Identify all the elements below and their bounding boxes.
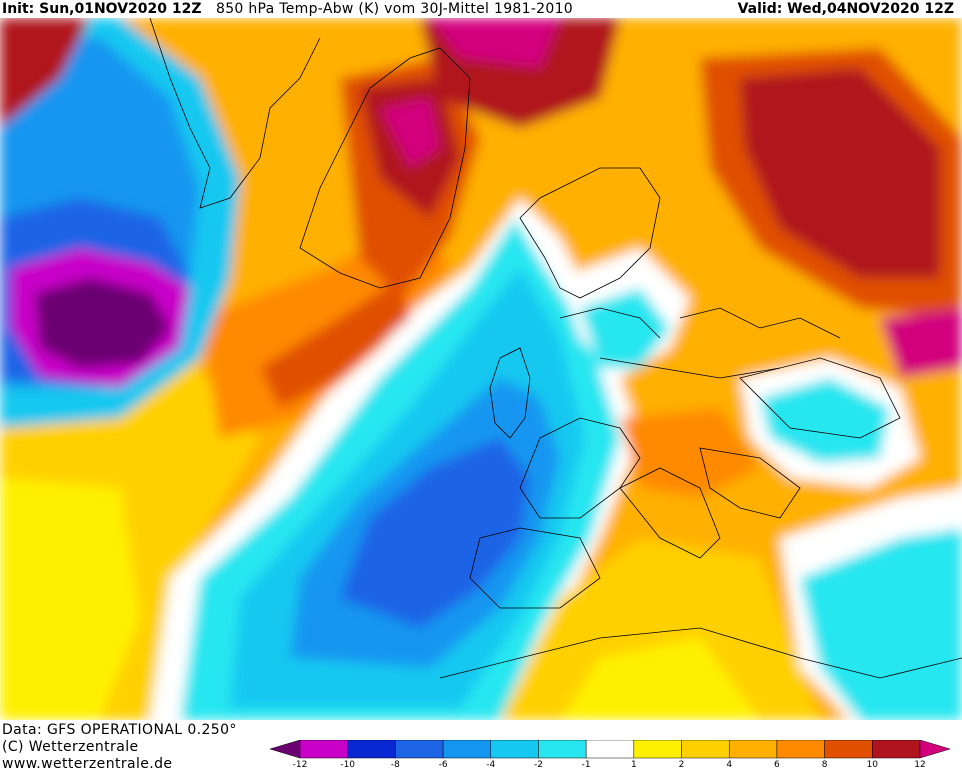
- colorbar-labels: -12 -10 -8 -6 -4 -2 -1 1 2 4 6 8 10 12: [270, 760, 950, 774]
- colorbar-label: 2: [678, 760, 685, 770]
- map-footer: Data: GFS OPERATIONAL 0.250° (C) Wetterz…: [0, 720, 962, 780]
- colorbar-label: 1: [630, 760, 637, 770]
- colorbar-label: -12: [292, 760, 308, 770]
- colorbar-cell: [824, 740, 873, 759]
- colorbar-cell: [872, 740, 921, 759]
- colorbar-label: -8: [390, 760, 400, 770]
- colorbar-cell: [919, 740, 950, 759]
- map-canvas: [0, 18, 962, 720]
- colorbar-cell: [728, 740, 778, 759]
- colorbar-label: -2: [533, 760, 543, 770]
- credits: Data: GFS OPERATIONAL 0.250° (C) Wetterz…: [2, 722, 237, 773]
- colorbar-cell: [585, 740, 635, 759]
- colorbar-cell: [299, 740, 348, 759]
- map-title: 850 hPa Temp-Abw (K) vom 30J-Mittel 1981…: [216, 1, 574, 17]
- colorbar-label: 8: [821, 760, 828, 770]
- anomaly-field: [0, 18, 962, 720]
- colorbar: [270, 740, 950, 759]
- colorbar-cell: [490, 740, 539, 759]
- coastlines: [149, 18, 962, 679]
- colorbar-cell: [681, 740, 730, 759]
- colorbar-cell: [538, 740, 587, 759]
- colorbar-cell: [270, 740, 301, 759]
- colorbar-label: 6: [774, 760, 780, 770]
- colorbar-label: -1: [581, 760, 591, 770]
- website-url: www.wetterzentrale.de: [2, 756, 173, 772]
- colorbar-label: -10: [340, 760, 356, 770]
- colorbar-label: 10: [866, 760, 879, 770]
- colorbar-cell: [347, 740, 396, 759]
- copyright: (C) Wetterzentrale: [2, 739, 139, 755]
- colorbar-cell: [442, 740, 492, 759]
- colorbar-cell: [395, 740, 444, 759]
- map-header: Init: Sun,01NOV2020 12Z 850 hPa Temp-Abw…: [0, 0, 962, 18]
- colorbar-cell: [633, 740, 682, 759]
- init-time: Init: Sun,01NOV2020 12Z: [2, 1, 202, 17]
- temperature-anomaly-map: [0, 18, 962, 720]
- colorbar-label: -4: [486, 760, 496, 770]
- colorbar-label: -6: [438, 760, 448, 770]
- colorbar-label: 4: [726, 760, 733, 770]
- data-source: Data: GFS OPERATIONAL 0.250°: [2, 722, 237, 738]
- valid-time: Valid: Wed,04NOV2020 12Z: [737, 1, 954, 17]
- colorbar-label: 12: [914, 760, 926, 770]
- colorbar-cell: [776, 740, 825, 759]
